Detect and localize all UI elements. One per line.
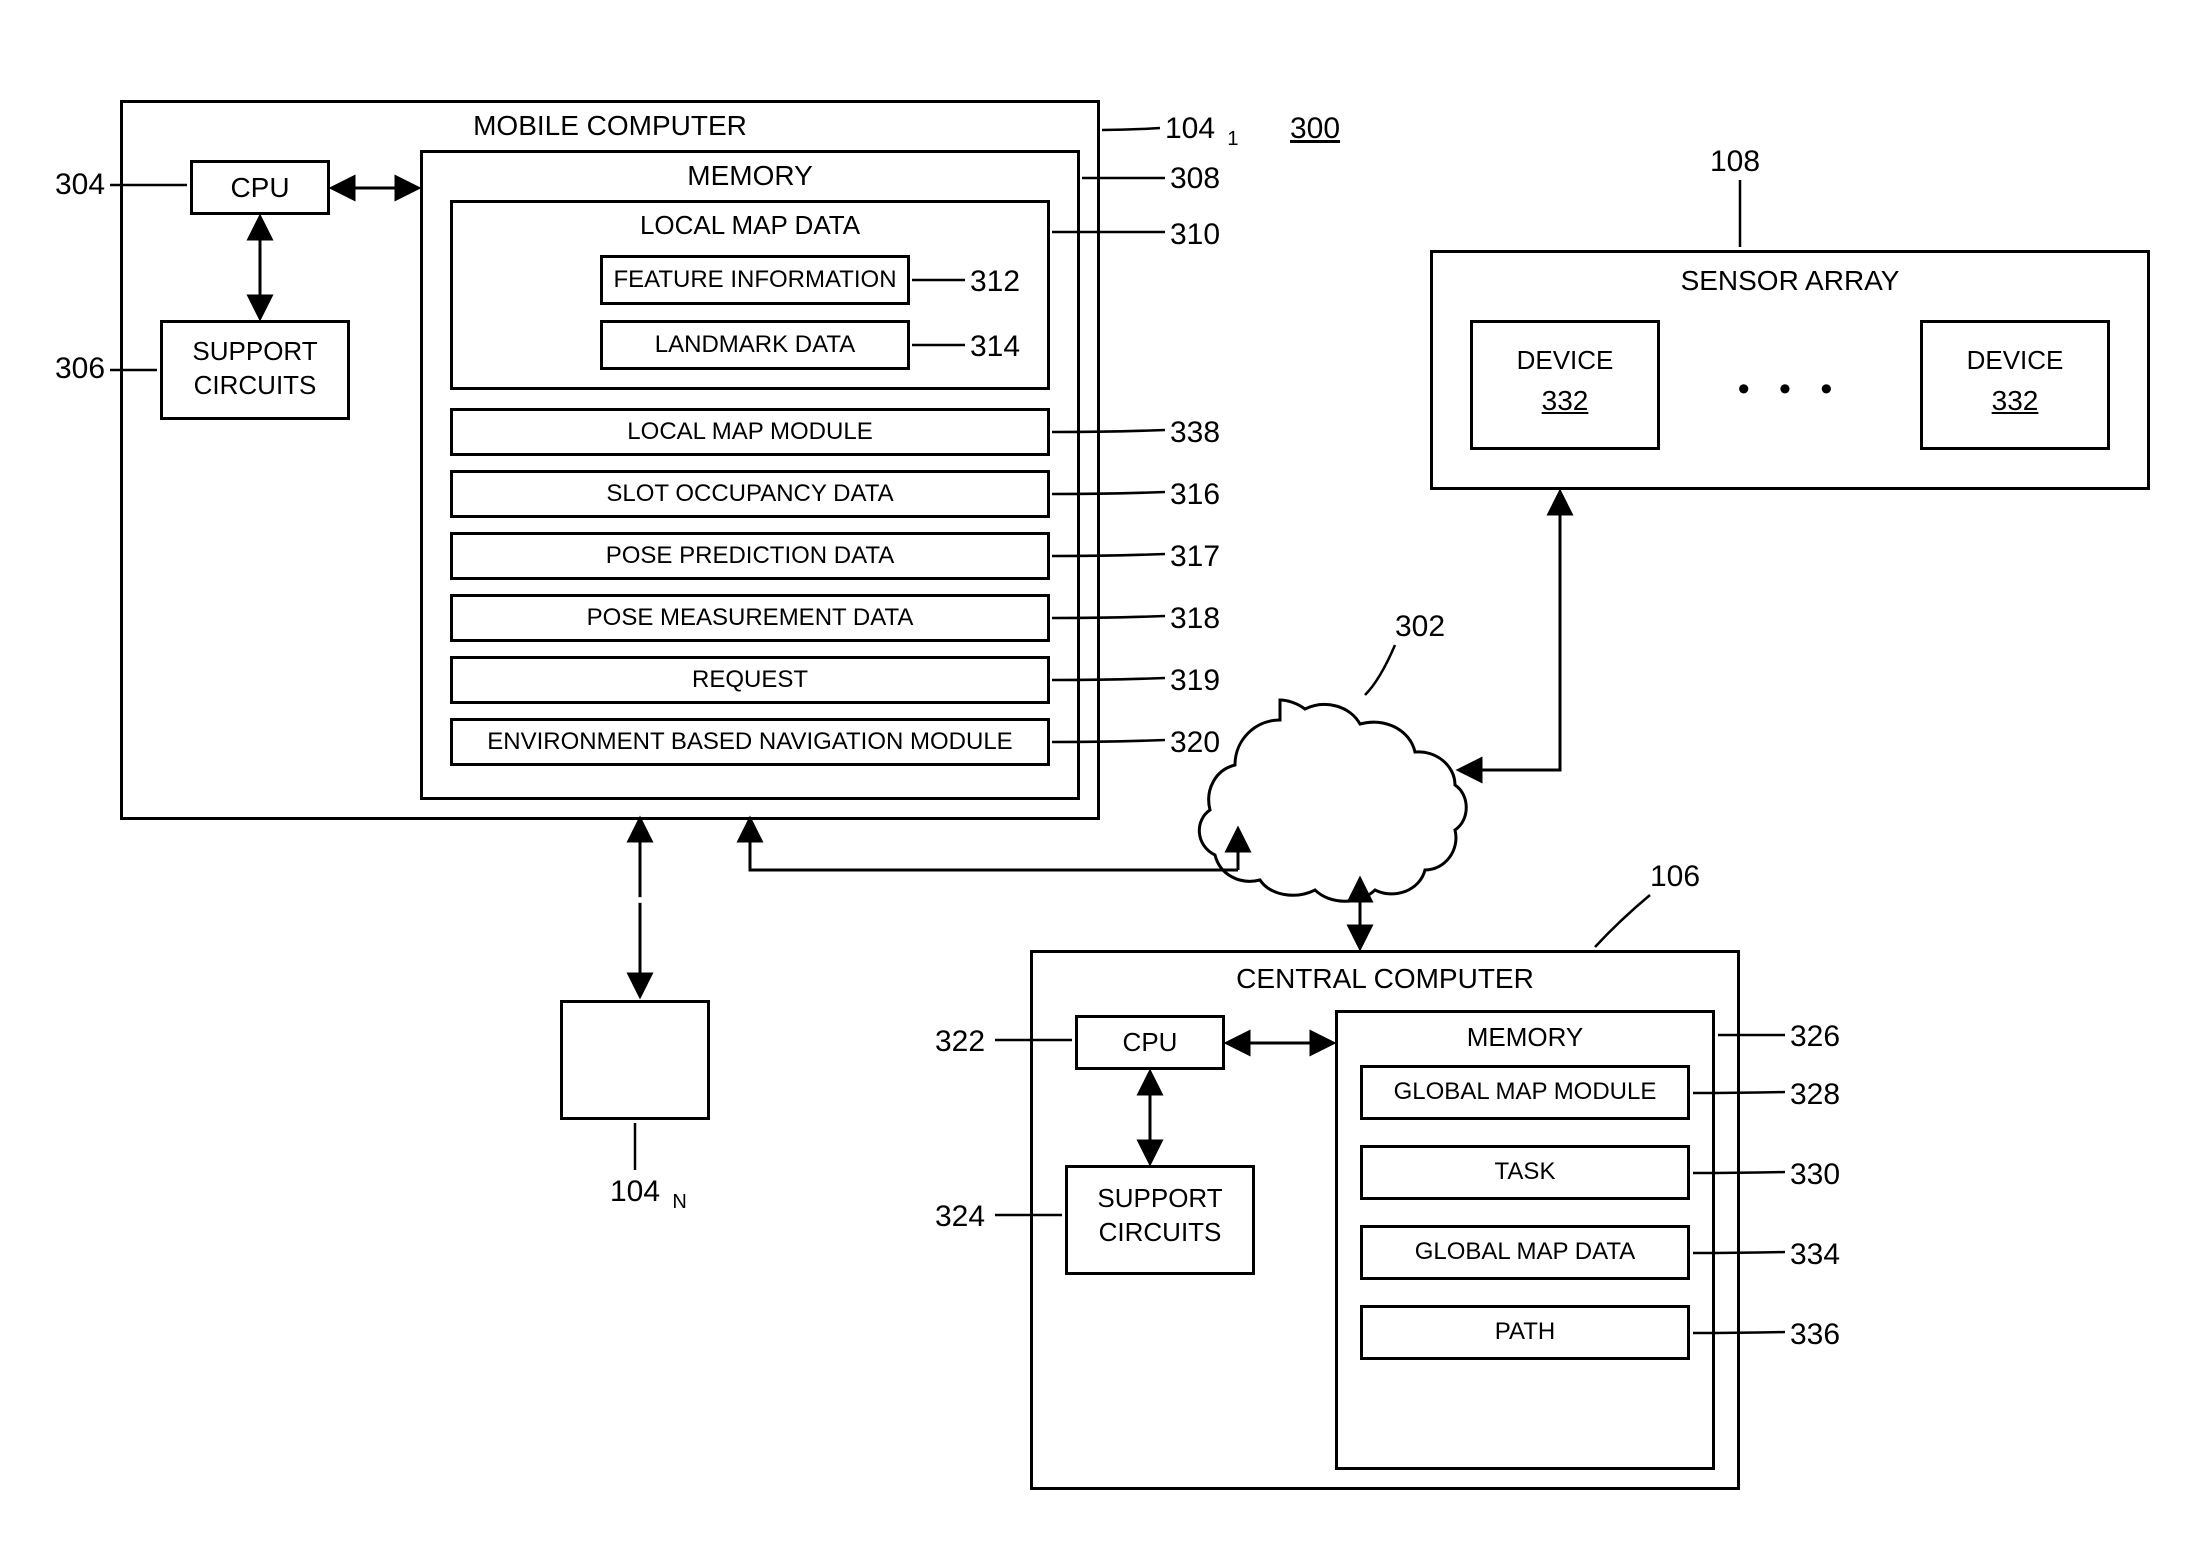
mem-item-3-ref: 318 xyxy=(1170,602,1220,636)
mobile-n-box xyxy=(560,1000,710,1120)
figure-ref: 300 xyxy=(1290,112,1340,146)
mobile-computer-title: MOBILE COMPUTER xyxy=(400,110,820,142)
cmem-0-ref: 328 xyxy=(1790,1078,1840,1112)
mem-item-2-ref: 317 xyxy=(1170,540,1220,574)
mem-item-1-ref: 316 xyxy=(1170,478,1220,512)
mobile-n-ref-sub: N xyxy=(672,1191,686,1213)
mobile-n-ref-num: 104 xyxy=(610,1175,660,1208)
mobile-cpu-ref: 304 xyxy=(55,168,105,202)
central-memory-ref: 326 xyxy=(1790,1020,1840,1054)
cmem-2-ref: 334 xyxy=(1790,1238,1840,1272)
cmem-2-label: GLOBAL MAP DATA xyxy=(1360,1238,1690,1266)
mem-item-3-label: POSE MEASUREMENT DATA xyxy=(450,604,1050,632)
sensor-device-2-label: DEVICE xyxy=(1920,345,2110,376)
local-map-data-title: LOCAL MAP DATA xyxy=(450,210,1050,241)
mem-item-2-label: POSE PREDICTION DATA xyxy=(450,542,1050,570)
mem-item-4-label: REQUEST xyxy=(450,666,1050,694)
mem-item-5-ref: 320 xyxy=(1170,726,1220,760)
feature-info-ref: 312 xyxy=(970,265,1020,299)
sensor-device-1-label: DEVICE xyxy=(1470,345,1660,376)
mobile-n-ref: 104 N xyxy=(610,1175,687,1214)
cmem-3-ref: 336 xyxy=(1790,1318,1840,1352)
sensor-device-2-ref: 332 xyxy=(1920,385,2110,417)
central-memory-title: MEMORY xyxy=(1335,1022,1715,1053)
landmark-ref: 314 xyxy=(970,330,1020,364)
diagram-stage: 300 MOBILE COMPUTER 104 1 CPU 304 SUPPOR… xyxy=(0,0,2210,1553)
central-computer-title: CENTRAL COMPUTER xyxy=(1030,963,1740,995)
cmem-1-label: TASK xyxy=(1360,1158,1690,1186)
sensor-device-1-ref: 332 xyxy=(1470,385,1660,417)
mem-item-4-ref: 319 xyxy=(1170,664,1220,698)
cmem-1-ref: 330 xyxy=(1790,1158,1840,1192)
mobile-ref: 104 1 xyxy=(1165,112,1239,151)
mem-item-1-label: SLOT OCCUPANCY DATA xyxy=(450,480,1050,508)
network-label: NETWORK xyxy=(1265,752,1455,783)
mem-item-0-ref: 338 xyxy=(1170,416,1220,450)
local-map-data-ref: 310 xyxy=(1170,218,1220,252)
mobile-ref-num: 104 xyxy=(1165,112,1215,145)
central-support-label: SUPPORT CIRCUITS xyxy=(1065,1182,1255,1250)
central-support-ref: 324 xyxy=(935,1200,985,1234)
cmem-0-label: GLOBAL MAP MODULE xyxy=(1360,1078,1690,1106)
sensor-ellipsis: • • • xyxy=(1700,370,1880,409)
mobile-support-label: SUPPORT CIRCUITS xyxy=(160,335,350,403)
mobile-support-ref: 306 xyxy=(55,352,105,386)
feature-info-label: FEATURE INFORMATION xyxy=(600,266,910,294)
mobile-memory-ref: 308 xyxy=(1170,162,1220,196)
central-cpu-ref: 322 xyxy=(935,1025,985,1059)
central-computer-ref: 106 xyxy=(1650,860,1700,894)
mem-item-0-label: LOCAL MAP MODULE xyxy=(450,418,1050,446)
cmem-3-label: PATH xyxy=(1360,1318,1690,1346)
mobile-ref-sub: 1 xyxy=(1227,128,1238,150)
landmark-label: LANDMARK DATA xyxy=(600,331,910,359)
central-cpu-label: CPU xyxy=(1075,1027,1225,1058)
sensor-array-ref: 108 xyxy=(1710,145,1760,179)
mobile-memory-title: MEMORY xyxy=(420,160,1080,192)
mobile-cpu-label: CPU xyxy=(190,172,330,204)
network-ref: 302 xyxy=(1395,610,1445,644)
mem-item-5-label: ENVIRONMENT BASED NAVIGATION MODULE xyxy=(450,728,1050,756)
sensor-array-title: SENSOR ARRAY xyxy=(1430,265,2150,297)
